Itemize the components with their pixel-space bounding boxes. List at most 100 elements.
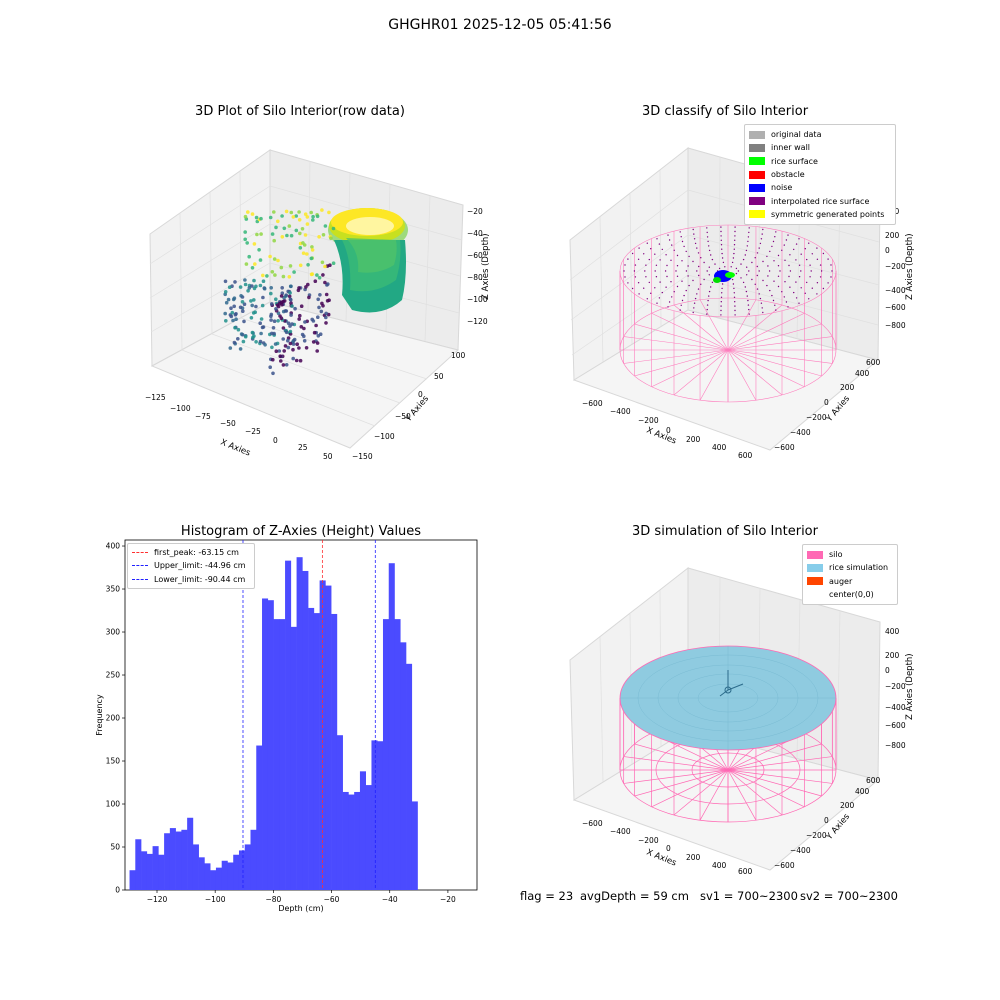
histogram-bar: [336, 735, 343, 890]
histogram-bar: [382, 619, 390, 890]
panel4-y-ticks: −600 −400 −200 0 200 400 600: [774, 776, 881, 870]
svg-text:−800: −800: [885, 741, 906, 750]
histogram-bar: [325, 585, 332, 890]
panel1-scatter-points: [223, 208, 336, 376]
svg-text:−50: −50: [395, 412, 411, 421]
svg-text:−600: −600: [774, 861, 795, 870]
svg-text:−25: −25: [245, 427, 261, 436]
panel2-silo-wireframe: [619, 224, 837, 403]
svg-text:0: 0: [885, 666, 890, 675]
x-tick-label: −120: [147, 895, 168, 904]
svg-text:200: 200: [885, 651, 900, 660]
histogram-bar: [141, 851, 148, 890]
svg-text:0: 0: [824, 816, 829, 825]
legend-entry: noise: [749, 181, 891, 194]
panel2-x-ticks: −600 −400 −200 0 200 400 600: [582, 399, 753, 460]
histogram-bar: [181, 829, 188, 890]
histogram-bar: [192, 844, 199, 890]
legend-entry: obstacle: [749, 168, 891, 181]
panel1-title: 3D Plot of Silo Interior(row data): [195, 104, 405, 119]
svg-text:50: 50: [323, 452, 333, 461]
legend-swatch: [749, 130, 765, 139]
x-tick-label: −40: [382, 895, 398, 904]
panel4-title: 3D simulation of Silo Interior: [632, 524, 818, 539]
y-tick-label: 50: [110, 843, 120, 852]
panel4-3d-plot: −600 −400 −200 0 200 400 600 −600 −400 −…: [569, 566, 915, 876]
footer-sv2: sv2 = 700~2300: [800, 889, 898, 903]
svg-text:600: 600: [738, 451, 753, 460]
panel4-z-ticks: 400 200 0 −200 −400 −600 −800: [885, 627, 906, 750]
histogram-bar: [348, 794, 355, 890]
svg-text:0: 0: [885, 246, 890, 255]
histogram-bar: [175, 831, 182, 890]
legend-entry: center(0,0): [807, 588, 893, 601]
histogram-bar: [146, 853, 153, 890]
svg-text:400: 400: [885, 627, 900, 636]
histogram-vlines: [242, 540, 376, 890]
histogram-bar: [331, 613, 338, 890]
legend-entry: interpolated rice surface: [749, 194, 891, 207]
panel4-x-label: X Axies: [645, 848, 678, 869]
svg-text:−120: −120: [467, 317, 488, 326]
histogram-bar: [296, 557, 303, 890]
histogram-y-label: Frequency: [95, 694, 104, 736]
legend-dash-blue: [132, 565, 148, 567]
svg-text:−150: −150: [352, 452, 373, 461]
x-tick-label: −80: [265, 895, 281, 904]
legend-swatch: [807, 563, 823, 572]
legend-entry: Upper_limit: -44.96 cm: [132, 559, 250, 572]
legend-swatch: [807, 590, 823, 599]
svg-text:−400: −400: [610, 827, 631, 836]
footer-flag: flag = 23: [520, 889, 574, 903]
histogram-bar: [129, 870, 136, 890]
histogram-bar: [411, 801, 418, 890]
y-tick-label: 0: [115, 886, 120, 895]
svg-text:−400: −400: [885, 286, 906, 295]
x-tick-label: −20: [440, 895, 456, 904]
histogram-bar: [400, 642, 407, 890]
footer-avg-depth: avgDepth = 59 cm: [580, 889, 689, 903]
svg-text:600: 600: [738, 867, 753, 876]
panel2-legend: original data inner wall rice surface ob…: [744, 124, 896, 226]
histogram-legend: first_peak: -63.15 cm Upper_limit: -44.9…: [127, 543, 255, 589]
histogram-bar: [187, 817, 194, 890]
svg-text:0: 0: [666, 426, 671, 435]
svg-text:200: 200: [840, 383, 855, 392]
legend-entry: Lower_limit: -90.44 cm: [132, 573, 250, 586]
legend-entry: symmetric generated points: [749, 208, 891, 221]
panel1-x-ticks: −125 −100 −75 −50 −25 0 25 50: [145, 393, 333, 461]
svg-text:0: 0: [666, 844, 671, 853]
legend-entry: rice simulation: [807, 561, 893, 574]
svg-text:0: 0: [418, 390, 423, 399]
svg-text:200: 200: [840, 801, 855, 810]
panel4-auger-axes: [719, 670, 744, 697]
svg-text:200: 200: [686, 853, 701, 862]
y-tick-label: 350: [106, 585, 121, 594]
histogram-bar: [233, 854, 240, 890]
legend-swatch: [749, 143, 765, 152]
histogram-bar: [388, 563, 395, 890]
legend-dash-red: [132, 552, 148, 554]
histogram-bar: [152, 846, 159, 890]
legend-entry: silo: [807, 548, 893, 561]
legend-swatch: [749, 170, 765, 179]
y-tick-label: 150: [106, 757, 121, 766]
panel4-z-label: Z Axies (Depth): [905, 653, 915, 720]
svg-text:0: 0: [273, 436, 278, 445]
histogram-bar: [250, 829, 257, 890]
histogram-bar: [262, 598, 269, 890]
histogram-chart: −120 −100 −80 −60 −40 −20 0 50 100 150 200 250 300 3…: [95, 539, 478, 913]
panel1-z-ticks: −20 −40 −60 −80 −100 −120: [467, 207, 488, 326]
histogram-bar: [302, 570, 309, 890]
svg-text:−400: −400: [885, 703, 906, 712]
histogram-bar: [377, 741, 384, 890]
svg-text:−400: −400: [790, 428, 811, 437]
svg-text:−200: −200: [638, 416, 659, 425]
panel2-z-label: Z Axies (Depth): [905, 233, 915, 300]
panel1-y-ticks: −150 −100 −50 0 50 100: [352, 351, 466, 461]
histogram-bar: [313, 613, 320, 890]
svg-text:−100: −100: [374, 432, 395, 441]
legend-entry: auger: [807, 575, 893, 588]
histogram-x-label: Depth (cm): [278, 904, 323, 913]
histogram-y-ticks: 0 50 100 150 200 250 300 350 400: [106, 542, 125, 895]
